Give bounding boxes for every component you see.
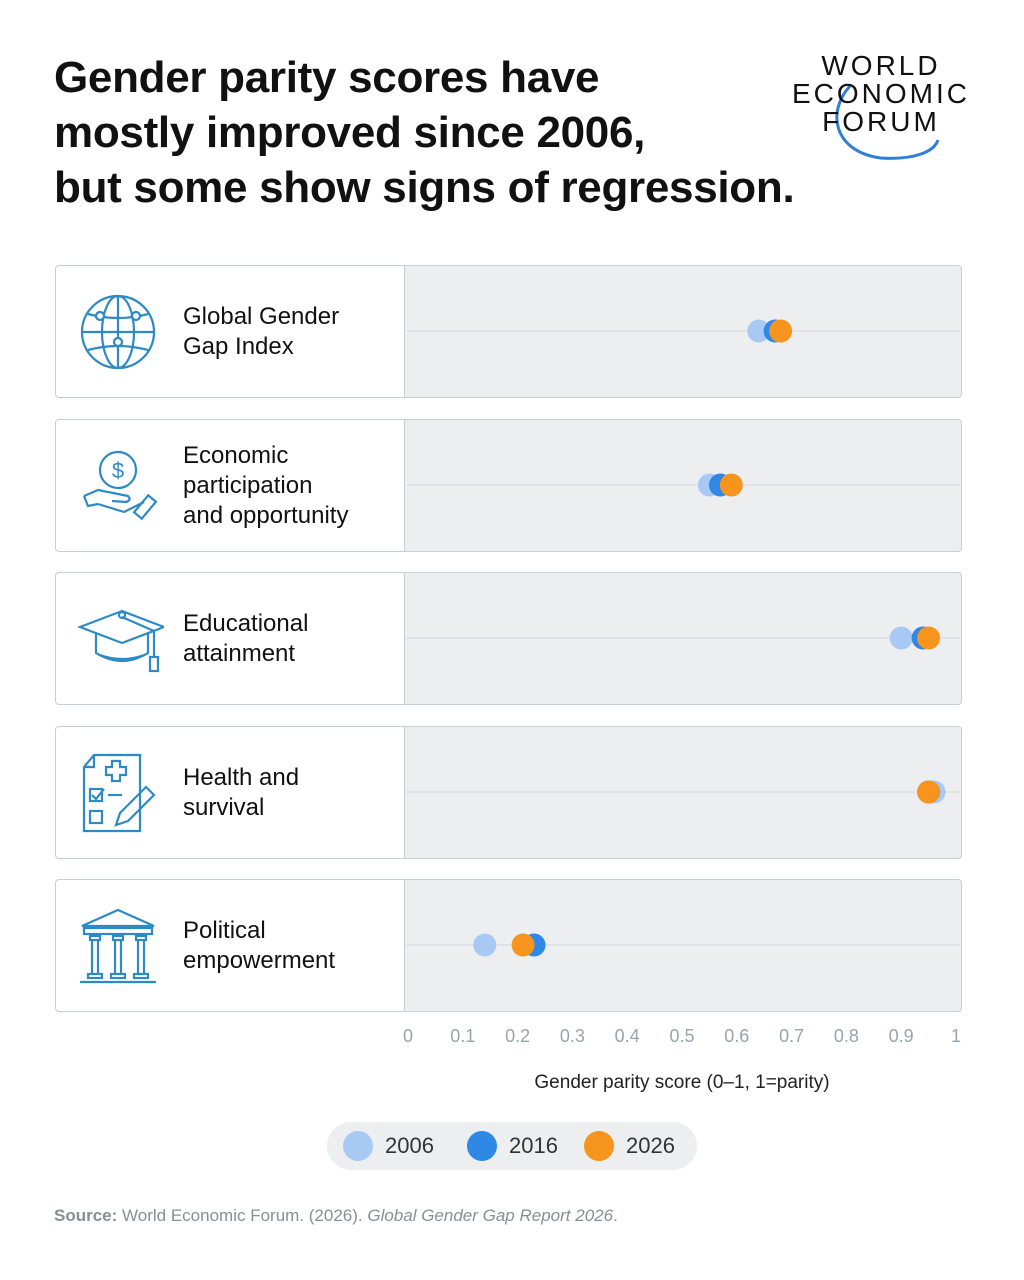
row-label-line: empowerment bbox=[183, 946, 336, 974]
title-line-1: Gender parity scores have bbox=[54, 53, 600, 102]
government-building-icon bbox=[80, 908, 156, 984]
row-label-line: Health and bbox=[183, 763, 300, 791]
legend-label: 2016 bbox=[509, 1133, 558, 1158]
legend-dot bbox=[343, 1131, 373, 1161]
money-hand-icon: $ bbox=[82, 450, 158, 521]
data-point-2006 bbox=[889, 626, 913, 650]
row-label: Educational attainment bbox=[183, 573, 398, 704]
row-label: Political empowerment bbox=[183, 880, 398, 1011]
row-label-line: Global Gender bbox=[183, 302, 340, 330]
row-label-line: Political bbox=[183, 916, 266, 944]
row-label-line: Economic bbox=[183, 441, 289, 469]
logo-line-2: ECONOMIC bbox=[792, 78, 970, 109]
row-label-line: Gap Index bbox=[183, 332, 294, 360]
data-point-2026 bbox=[917, 626, 941, 650]
row-label-line: Educational bbox=[183, 609, 309, 637]
row-label: Global Gender Gap Index bbox=[183, 266, 398, 397]
source-note: Source: World Economic Forum. (2026). Gl… bbox=[54, 1206, 618, 1226]
data-point-2026 bbox=[511, 933, 535, 957]
row-label-line: survival bbox=[183, 793, 265, 821]
logo-line-3: FORUM bbox=[822, 106, 940, 137]
row-label-panel: Political empowerment bbox=[55, 879, 405, 1012]
globe-icon bbox=[80, 294, 156, 370]
x-tick-label: 0.8 bbox=[833, 1026, 859, 1046]
x-tick-label: 0.2 bbox=[505, 1026, 531, 1046]
legend-item-2026: 2026 bbox=[584, 1122, 675, 1170]
page-title: Gender parity scores have mostly improve… bbox=[54, 50, 834, 215]
legend-dot bbox=[584, 1131, 614, 1161]
row-label: Health and survival bbox=[183, 727, 398, 858]
legend-item-2006: 2006 bbox=[343, 1122, 434, 1170]
row-label-panel: Educational attainment bbox=[55, 572, 405, 705]
x-tick-label: 0.7 bbox=[779, 1026, 805, 1046]
legend-label: 2026 bbox=[626, 1133, 675, 1158]
x-tick-label: 1 bbox=[950, 1026, 962, 1046]
row-label-line: attainment bbox=[183, 639, 296, 667]
row-label: Economic participation and opportunity bbox=[183, 420, 398, 551]
legend: 2006 2016 2026 bbox=[327, 1122, 697, 1170]
data-point-2026 bbox=[917, 780, 941, 804]
row-label-panel: Health and survival bbox=[55, 726, 405, 859]
row-label-line: and opportunity bbox=[183, 501, 349, 529]
data-point-2026 bbox=[719, 473, 743, 497]
chart-row-political: Political empowerment bbox=[55, 879, 962, 1012]
legend-dot bbox=[467, 1131, 497, 1161]
x-tick-label: 0 bbox=[402, 1026, 414, 1046]
row-label-line: participation bbox=[183, 471, 313, 499]
x-tick-label: 0.9 bbox=[888, 1026, 914, 1046]
svg-text:$: $ bbox=[112, 458, 124, 483]
legend-label: 2006 bbox=[385, 1133, 434, 1158]
data-point-2026 bbox=[769, 319, 793, 343]
x-tick-label: 0.4 bbox=[614, 1026, 640, 1046]
data-point-2006 bbox=[747, 319, 771, 343]
source-label: Source: bbox=[54, 1206, 118, 1225]
title-line-2: mostly improved since 2006, bbox=[54, 108, 646, 157]
data-point-2006 bbox=[473, 933, 497, 957]
logo-line-1: WORLD bbox=[821, 50, 941, 81]
x-tick-label: 0.3 bbox=[559, 1026, 585, 1046]
x-tick-label: 0.6 bbox=[724, 1026, 750, 1046]
x-tick-label: 0.1 bbox=[450, 1026, 476, 1046]
wef-logo: WORLD ECONOMIC FORUM bbox=[786, 52, 976, 167]
source-title: Global Gender Gap Report 2026 bbox=[367, 1206, 614, 1225]
legend-item-2016: 2016 bbox=[467, 1122, 558, 1170]
health-checklist-icon bbox=[82, 753, 156, 833]
row-label-panel: Global Gender Gap Index bbox=[55, 265, 405, 398]
x-tick-label: 0.5 bbox=[669, 1026, 695, 1046]
source-text: World Economic Forum. (2026). bbox=[117, 1206, 368, 1225]
title-line-3: but some show signs of regression. bbox=[54, 163, 795, 212]
row-label-panel: $ Economic participation and opportunity bbox=[55, 419, 405, 552]
x-axis-label: Gender parity score (0–1, 1=parity) bbox=[534, 1072, 830, 1093]
graduation-cap-icon bbox=[76, 609, 164, 673]
source-end: . bbox=[613, 1206, 618, 1225]
dot-plot bbox=[404, 319, 960, 957]
